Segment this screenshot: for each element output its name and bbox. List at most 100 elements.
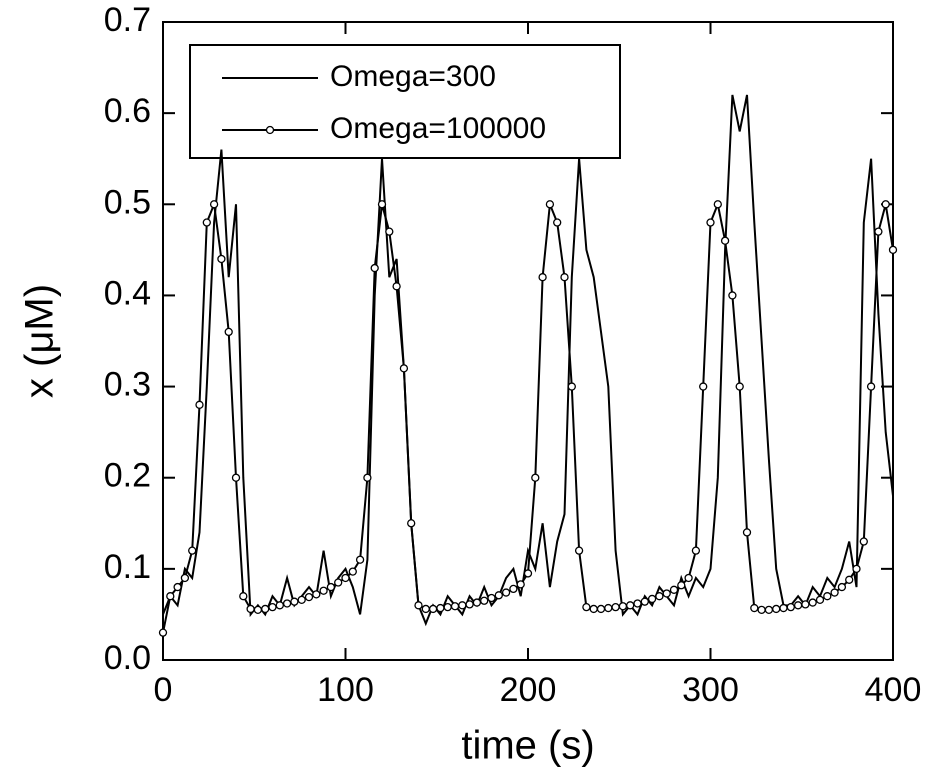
x-tick-label: 0	[154, 671, 173, 709]
y-tick-label: 0.1	[104, 548, 151, 586]
data-point	[180, 573, 190, 583]
data-point	[501, 588, 511, 597]
data-point	[480, 596, 489, 605]
data-point	[793, 601, 803, 610]
data-point	[560, 273, 569, 282]
series-line	[162, 200, 894, 633]
data-point	[421, 604, 430, 614]
data-point	[523, 569, 533, 578]
data-point	[217, 254, 226, 264]
data-point	[699, 382, 708, 391]
data-point	[253, 605, 263, 615]
data-point	[859, 537, 868, 546]
data-point	[450, 602, 460, 611]
data-point	[604, 603, 613, 613]
data-point	[779, 603, 788, 613]
data-point	[553, 218, 562, 227]
data-point	[158, 628, 168, 637]
data-point	[312, 590, 321, 599]
data-point	[407, 519, 416, 528]
data-point	[757, 605, 766, 615]
x-tick-label: 400	[865, 671, 922, 709]
data-point	[166, 592, 175, 601]
data-point	[874, 227, 883, 236]
data-point	[509, 584, 518, 594]
y-tick-label: 0.2	[104, 457, 151, 495]
data-point	[706, 218, 715, 227]
data-point	[202, 218, 211, 227]
data-point	[414, 601, 423, 610]
data-point	[399, 364, 409, 373]
data-point	[304, 592, 314, 602]
data-point	[750, 603, 759, 613]
data-point	[881, 200, 890, 209]
data-point	[188, 546, 197, 555]
data-point	[385, 227, 394, 236]
data-point	[392, 282, 401, 291]
y-tick-label: 0.4	[104, 274, 151, 312]
data-point	[224, 327, 233, 337]
data-point	[691, 546, 701, 555]
data-point	[845, 575, 854, 584]
data-point	[377, 200, 387, 209]
series-line	[162, 94, 894, 627]
data-point	[684, 573, 693, 583]
data-point	[428, 604, 438, 614]
data-point	[574, 546, 584, 555]
data-point	[173, 582, 182, 592]
data-point	[633, 599, 642, 608]
data-point	[209, 200, 219, 209]
legend-label: Omega=300	[330, 60, 496, 93]
data-point	[852, 564, 861, 574]
x-axis-title: time (s)	[461, 724, 594, 768]
data-point	[436, 603, 445, 613]
data-point	[246, 604, 255, 614]
data-point	[567, 382, 576, 391]
data-point	[516, 580, 525, 589]
data-point	[735, 382, 744, 391]
data-point	[370, 263, 379, 273]
data-point	[355, 555, 365, 564]
data-point	[487, 593, 496, 603]
legend-marker	[265, 125, 275, 135]
data-point	[611, 602, 620, 612]
data-point	[341, 573, 350, 583]
data-point	[786, 602, 795, 612]
data-point	[808, 598, 817, 607]
legend-label: Omega=100000	[330, 112, 546, 145]
data-point	[465, 600, 474, 609]
data-point	[801, 600, 810, 609]
data-point	[815, 595, 825, 604]
data-point	[764, 605, 774, 615]
data-point	[830, 588, 839, 597]
y-tick-label: 0.3	[104, 366, 151, 404]
data-point	[647, 594, 657, 604]
data-point	[231, 473, 241, 482]
data-point	[261, 604, 270, 614]
data-point	[720, 236, 730, 245]
data-point	[297, 595, 306, 604]
data-point	[195, 400, 204, 409]
data-point	[319, 586, 328, 595]
y-axis-title: x (μM)	[18, 284, 62, 398]
data-point	[662, 589, 671, 598]
data-point	[268, 602, 277, 612]
data-point	[348, 567, 357, 576]
data-point	[626, 601, 635, 610]
data-point	[545, 200, 555, 209]
legend-box	[189, 44, 621, 159]
data-point	[334, 578, 343, 587]
data-point	[443, 602, 452, 612]
data-point	[538, 273, 547, 282]
data-point	[713, 200, 722, 209]
y-tick-label: 0.0	[104, 639, 151, 677]
data-point	[275, 601, 284, 610]
data-point	[677, 581, 686, 590]
data-point	[866, 382, 876, 391]
data-point	[742, 528, 752, 537]
data-point	[589, 604, 598, 614]
data-point	[618, 602, 628, 611]
data-point	[363, 473, 372, 482]
x-tick-label: 200	[500, 671, 557, 709]
